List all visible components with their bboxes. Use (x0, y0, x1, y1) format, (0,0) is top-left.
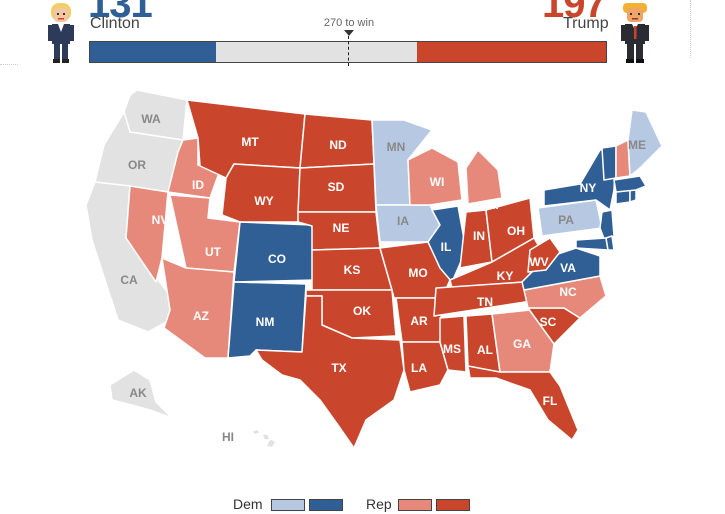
state-label-in: IN (473, 229, 485, 243)
state-il[interactable] (427, 205, 467, 283)
state-ma[interactable] (613, 175, 647, 193)
ev-bar-dem-segment (90, 42, 216, 62)
state-label-ca: CA (120, 273, 138, 287)
state-mi[interactable] (465, 149, 503, 205)
state-ga[interactable] (491, 309, 555, 373)
state-label-ny: NY (580, 181, 597, 195)
state-label-ok: OK (353, 304, 371, 318)
state-label-ia: IA (397, 214, 409, 228)
trump-electoral-count: 197 (542, 0, 607, 26)
state-wi[interactable] (407, 147, 463, 206)
clinton-name: Clinton (90, 15, 140, 32)
state-ny[interactable] (543, 147, 617, 211)
state-label-wi: WI (430, 175, 445, 189)
state-label-tn: TN (477, 295, 493, 309)
state-vt[interactable] (601, 145, 617, 181)
state-label-fl: FL (543, 394, 558, 408)
state-ms[interactable] (439, 315, 467, 373)
state-label-ar: AR (410, 314, 428, 328)
state-label-wy: WY (254, 194, 273, 208)
state-label-il: IL (441, 240, 452, 254)
legend-dem-lean-swatch (271, 499, 305, 511)
state-me[interactable] (627, 109, 663, 177)
state-label-oh: OH (507, 224, 525, 238)
trump-name: Trump (563, 15, 609, 32)
state-nv[interactable] (125, 185, 169, 283)
us-electoral-map: WA OR CA NV ID UT AZ MT WY CO NM ND SD NE KS OK TX MN IA MO… (85, 89, 663, 449)
state-tx[interactable] (255, 295, 405, 449)
legend-rep-strong-swatch (436, 499, 470, 511)
trump-avatar-icon (621, 3, 649, 63)
state-label-va: VA (560, 261, 576, 275)
legend-rep-lean-swatch (398, 499, 432, 511)
state-label-ga: GA (513, 337, 531, 351)
state-de[interactable] (605, 235, 615, 251)
state-label-nc: NC (559, 285, 577, 299)
state-label-wa: WA (141, 112, 161, 126)
state-hi[interactable] (251, 428, 277, 449)
clinton-avatar-icon (48, 3, 74, 63)
divider (690, 0, 691, 58)
state-label-al: AL (477, 343, 493, 357)
state-az[interactable] (161, 257, 235, 359)
threshold-line (348, 36, 349, 66)
state-label-pa: PA (558, 213, 574, 227)
state-label-tx: TX (331, 361, 346, 375)
divider (0, 64, 18, 65)
state-label-mn: MN (387, 140, 406, 154)
state-label-mo: MO (408, 266, 427, 280)
threshold-marker-icon (344, 30, 354, 36)
state-label-hi: HI (222, 430, 234, 444)
legend-dem-label: Dem (233, 496, 263, 512)
legend-rep-label: Rep (366, 496, 392, 512)
ev-bar-rep-segment (417, 42, 606, 62)
state-label-ut: UT (205, 245, 222, 259)
state-label-ks: KS (344, 263, 361, 277)
state-ak[interactable] (109, 369, 173, 419)
state-label-sd: SD (328, 180, 345, 194)
state-label-me: ME (628, 138, 646, 152)
legend-dem-strong-swatch (309, 499, 343, 511)
state-fl[interactable] (467, 365, 579, 441)
state-label-nd: ND (329, 138, 347, 152)
state-label-az: AZ (193, 309, 209, 323)
state-label-la: LA (411, 361, 427, 375)
ev-bar-undecided-segment (215, 42, 418, 62)
state-label-or: OR (128, 158, 146, 172)
clinton-electoral-count: 131 (88, 0, 153, 26)
state-label-ne: NE (333, 221, 350, 235)
state-label-mi: MI (485, 198, 498, 212)
state-wv[interactable] (527, 237, 561, 273)
state-label-mt: MT (241, 135, 259, 149)
state-label-ak: AK (129, 386, 147, 400)
state-wy[interactable] (221, 163, 301, 223)
state-label-co: CO (268, 252, 286, 266)
state-ri[interactable] (629, 189, 637, 203)
state-label-wv: WV (529, 255, 548, 269)
state-label-nm: NM (256, 315, 275, 329)
threshold-label: 270 to win (323, 17, 375, 29)
state-label-id: ID (192, 178, 204, 192)
state-label-ms: MS (443, 342, 461, 356)
state-md[interactable] (575, 237, 609, 251)
state-label-nv: NV (152, 213, 169, 227)
state-label-ky: KY (497, 269, 514, 283)
state-label-sc: SC (540, 315, 557, 329)
